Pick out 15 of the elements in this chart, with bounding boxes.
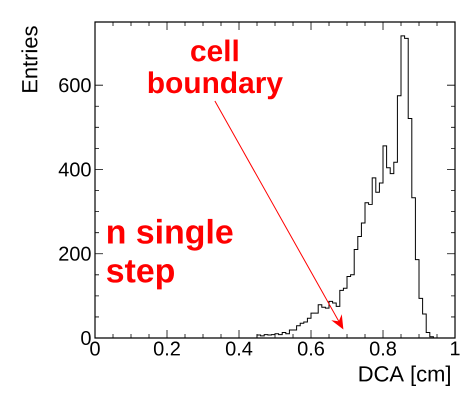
y-tick-label: 200 [59,246,91,261]
x-axis-title: DCA [cm] [360,366,450,386]
annotation: n single [108,218,233,251]
annotation: cell boundary [148,40,283,100]
annotation: step [106,260,174,290]
x-tick-label: 0.6 [298,342,324,356]
x-tick-label: 1 [450,342,460,356]
y-tick-label: 0 [81,330,91,346]
x-tick-label: 0.4 [226,342,252,356]
y-tick-label: 600 [59,78,91,92]
y-axis-title: Entries [21,26,38,92]
y-tick-label: 400 [58,162,91,177]
x-tick-label: 0.2 [154,342,180,356]
x-tick-label: 0 [90,342,100,356]
x-tick-label: 0.8 [370,342,396,356]
